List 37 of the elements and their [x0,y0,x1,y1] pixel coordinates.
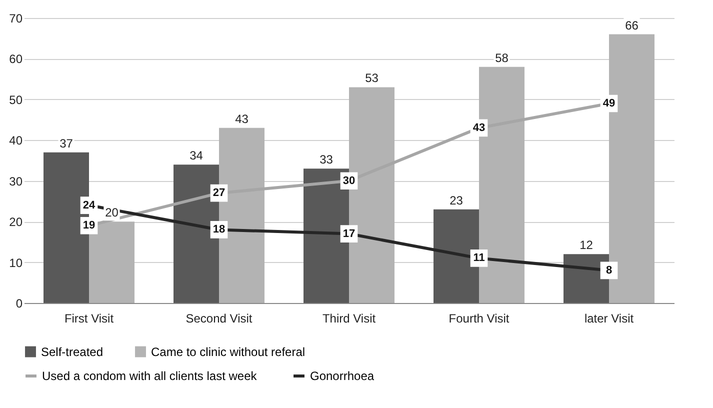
data-label: 24 [82,199,96,212]
x-tick-label: Third Visit [322,312,376,326]
data-label: 20 [105,206,119,220]
data-label: 17 [342,228,356,240]
x-tick-label: Fourth Visit [448,312,510,326]
y-tick-label: 40 [9,134,23,148]
data-label: 33 [320,152,334,167]
y-tick-label: 20 [9,215,23,230]
x-tick-label: later Visit [584,312,634,326]
x-tick-label: Second Visit [186,312,253,326]
data-label: 49 [602,98,616,110]
y-tick-label: 50 [9,92,23,107]
y-tick-label: 10 [9,256,23,270]
data-label: 66 [625,18,639,32]
y-tick-label: 30 [9,174,23,188]
data-label: 53 [365,71,379,86]
legend-label: Gonorrhoea [310,369,374,383]
y-tick-label: 60 [9,52,23,66]
legend-label: Self-treated [41,344,104,359]
y-tick-label: 0 [16,296,23,310]
data-label: 34 [190,148,204,163]
data-label: 23 [450,193,464,208]
data-label: 12 [580,238,594,252]
legend-label: Came to clinic without referal [151,344,306,359]
data-label: 30 [342,174,356,187]
data-label: 27 [212,187,226,200]
x-tick-label: First Visit [64,312,114,326]
y-tick-label: 70 [9,12,23,26]
data-label: 18 [212,224,226,236]
data-label: 37 [60,136,74,150]
data-label: 43 [472,122,486,134]
data-label: 58 [495,50,509,65]
data-label: 19 [82,220,96,232]
data-label: 8 [606,264,612,276]
data-label: 11 [473,252,485,264]
legend-label: Used a condom with all clients last week [42,369,258,383]
data-label: 43 [235,112,249,126]
